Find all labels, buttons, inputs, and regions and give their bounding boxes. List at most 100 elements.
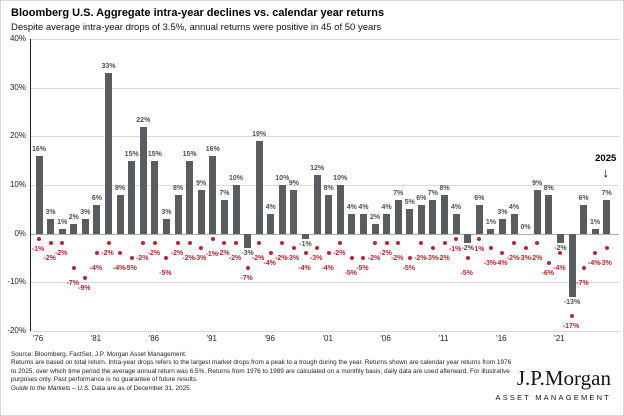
dot-label-1995: -2%	[251, 255, 265, 263]
dot-label-1978: -2%	[54, 250, 68, 258]
bar-label-1996: 4%	[265, 204, 276, 212]
bar-1993	[232, 185, 240, 234]
jpmorgan-logo-tagline: ASSET MANAGEMENT	[495, 393, 611, 402]
bar-label-1976: 16%	[31, 145, 46, 153]
gridline-40pct	[31, 39, 619, 40]
bar-2002	[336, 185, 344, 234]
dot-1991	[210, 236, 215, 241]
dot-label-2022: -17%	[562, 323, 580, 331]
bar-label-2015: 1%	[485, 218, 496, 226]
x-axis-tick-1991: '91	[206, 334, 218, 343]
bar-1985	[139, 126, 147, 234]
bar-2007	[394, 199, 402, 234]
dot-2016	[500, 251, 505, 256]
dot-label-2002: -2%	[332, 250, 346, 258]
y-axis-tick-30pct: 30%	[9, 82, 26, 92]
dot-2011	[442, 241, 447, 246]
bar-1996	[267, 214, 275, 234]
dot-label-2004: -5%	[356, 265, 369, 272]
bar-1990	[197, 189, 205, 234]
bar-label-2002: 10%	[333, 175, 348, 182]
dot-label-2012: -1%	[448, 245, 462, 253]
dot-1981	[94, 251, 99, 256]
dot-1997	[280, 241, 285, 246]
dot-2022	[570, 314, 574, 319]
dot-label-1976: -1%	[31, 245, 45, 253]
bar-1994	[244, 233, 251, 249]
bar-label-1986: 15%	[147, 150, 162, 158]
dot-label-1980: -9%	[78, 284, 91, 292]
dot-2005	[373, 241, 377, 246]
footnote-source: Source: Bloomberg, FactSet, J.P. Morgan …	[11, 351, 187, 358]
bar-1984	[128, 160, 136, 234]
dot-1980	[83, 275, 88, 280]
footnote: Source: Bloomberg, FactSet, J.P. Morgan …	[11, 351, 513, 393]
bar-1976	[35, 155, 43, 234]
dot-2012	[454, 236, 459, 241]
y-axis-tick-20pct: 20%	[9, 131, 26, 141]
bar-1995	[255, 141, 263, 234]
dot-1977	[48, 241, 53, 246]
dot-2021	[558, 251, 563, 256]
dot-label-1992: -2%	[217, 250, 230, 258]
dot-label-2003: -5%	[344, 270, 358, 277]
dot-label-2014: -1%	[472, 245, 485, 253]
dot-2002	[338, 241, 343, 246]
dot-1998	[291, 246, 296, 251]
bar-2006	[383, 214, 391, 234]
bar-label-2008: 5%	[404, 199, 415, 207]
dot-label-2016: -4%	[495, 260, 508, 268]
dot-1985	[141, 241, 146, 246]
x-axis-tick-1986: '86	[148, 334, 160, 343]
dot-label-2017: -2%	[506, 255, 520, 263]
y-axis-tick--20pct: -20%	[7, 326, 26, 335]
footnote-gtm-date: Data are as of December 31, 2025.	[89, 384, 192, 392]
dot-1983	[118, 251, 123, 256]
bar-1979	[70, 223, 78, 234]
dot-2023	[581, 265, 586, 270]
gridline-0pct	[31, 233, 619, 235]
dot-1999	[303, 251, 308, 256]
bar-1980	[81, 219, 89, 234]
bar-2023	[580, 204, 587, 234]
gridline-30pct	[31, 87, 619, 89]
bar-2024	[591, 228, 599, 234]
dot-label-1989: -2%	[182, 255, 195, 263]
bar-1978	[58, 228, 66, 234]
bar-2009	[417, 204, 425, 234]
bar-2019	[533, 189, 541, 234]
dot-1984	[129, 256, 134, 260]
bar-label-2010: 7%	[427, 189, 438, 197]
bar-2001	[325, 194, 333, 234]
bar-1997	[278, 185, 286, 234]
bar-2015	[487, 228, 495, 234]
bar-label-1995: 19%	[252, 131, 267, 139]
bar-label-2000: 12%	[310, 165, 325, 173]
dot-label-1986: -2%	[147, 250, 161, 258]
dot-label-2024: -4%	[587, 260, 601, 268]
x-axis-tick-2021: '21	[554, 334, 565, 343]
bar-label-1980: 3%	[80, 209, 91, 217]
dot-label-1981: -4%	[89, 265, 103, 273]
y-axis-tick-40pct: 40%	[9, 34, 26, 43]
dot-1996	[268, 251, 273, 256]
dot-2008	[407, 256, 412, 260]
bar-label-1987: 3%	[161, 209, 172, 217]
dot-1982	[106, 241, 111, 246]
plot-area: 16% -1% 3% -2% 1% -2% 2% -7% 3% -9% 6% -4% 33% -2% 8% -…	[30, 39, 619, 332]
bar-label-2023: 6%	[578, 194, 589, 202]
dot-2014	[477, 236, 482, 241]
dot-1979	[71, 265, 76, 270]
dot-1988	[176, 241, 180, 246]
bar-2000	[313, 175, 321, 234]
bar-1991	[209, 155, 217, 234]
bar-label-2022: -13%	[563, 298, 581, 306]
gridline--20pct	[31, 331, 619, 332]
dot-label-1982: -2%	[101, 250, 114, 258]
dot-label-1994: -7%	[240, 274, 253, 282]
bar-label-2025: 7%	[601, 189, 612, 197]
gridline-20pct	[31, 136, 619, 138]
bar-1989	[186, 160, 194, 234]
dot-2003	[349, 256, 354, 260]
bar-label-1985: 22%	[136, 116, 151, 124]
